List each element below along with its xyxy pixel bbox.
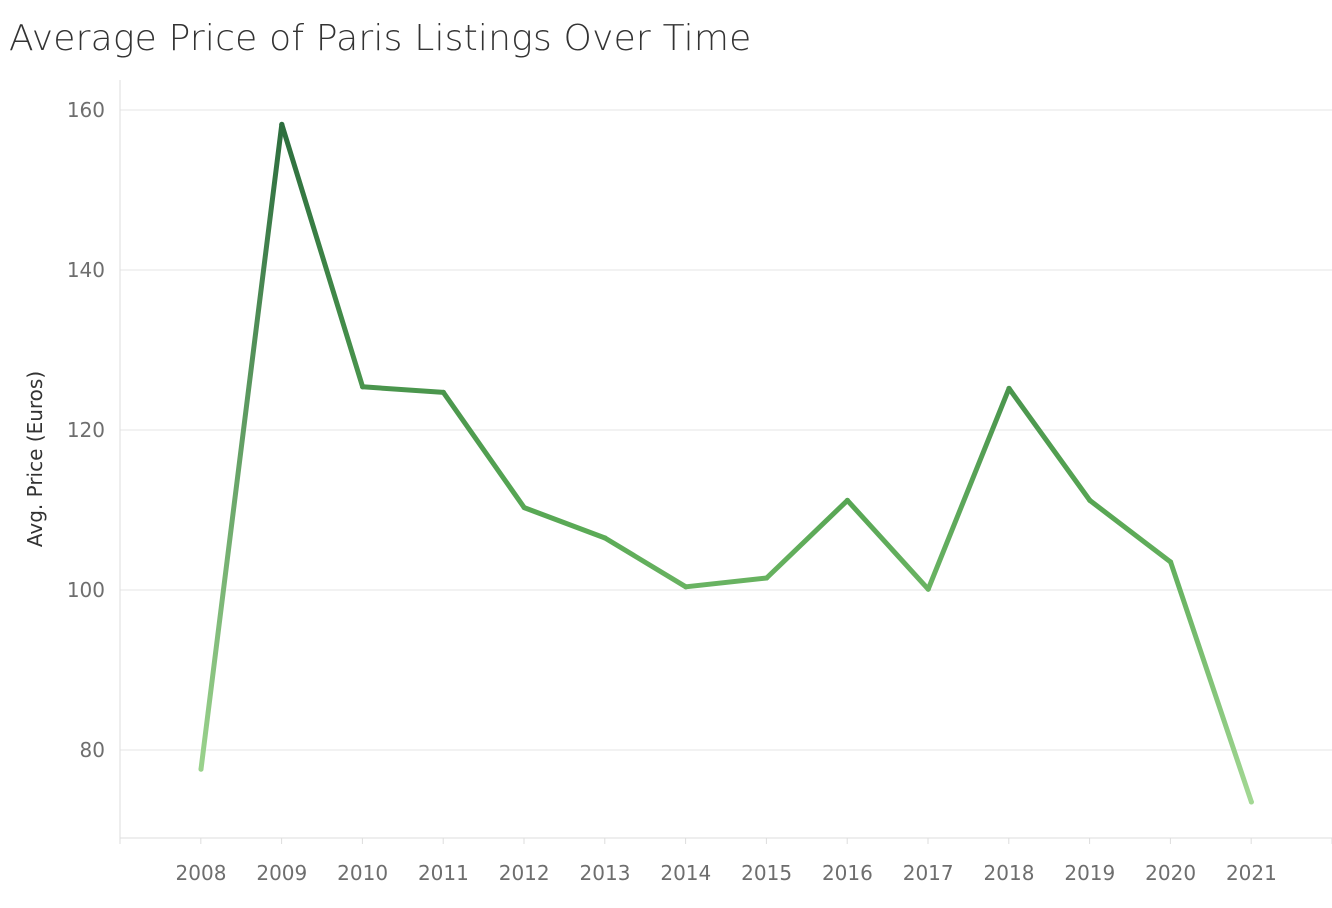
data-point-2017 <box>925 586 931 592</box>
y-axis-tick-labels: 80 100 120 140 160 <box>67 98 105 762</box>
line-segment-2012-2013 <box>521 505 608 541</box>
axes <box>119 80 1332 844</box>
line-segment-2016-2017 <box>844 497 931 592</box>
line-segment-2014-2015 <box>683 575 770 590</box>
x-tick-label-2008: 2008 <box>176 861 227 885</box>
data-point-2018 <box>1006 385 1012 391</box>
data-point-2020 <box>1168 559 1174 565</box>
x-tick-label-2013: 2013 <box>580 861 631 885</box>
y-tick-label-80: 80 <box>80 738 105 762</box>
x-tick-label-2017: 2017 <box>903 861 954 885</box>
data-point-2014 <box>683 584 689 590</box>
data-point-2008 <box>198 766 204 772</box>
y-tick-label-120: 120 <box>67 418 105 442</box>
data-point-2010 <box>360 384 366 390</box>
y-tick-label-140: 140 <box>67 258 105 282</box>
line-segment-2018-2019 <box>1006 385 1093 503</box>
x-tick-label-2021: 2021 <box>1226 861 1277 885</box>
x-tick-label-2020: 2020 <box>1145 861 1196 885</box>
line-segment-2008-2009 <box>198 121 285 772</box>
data-point-2012 <box>521 505 527 511</box>
x-tick-label-2015: 2015 <box>741 861 792 885</box>
data-point-2009 <box>279 121 285 127</box>
x-tick-label-2012: 2012 <box>499 861 550 885</box>
x-tick-label-2014: 2014 <box>660 861 711 885</box>
x-tick-label-2009: 2009 <box>256 861 307 885</box>
line-segment-2020-2021 <box>1168 559 1254 805</box>
line-segment-2011-2012 <box>440 389 527 511</box>
data-point-2021 <box>1248 799 1254 805</box>
x-tick-label-2011: 2011 <box>418 861 469 885</box>
series-line <box>198 121 1254 805</box>
line-segment-2009-2010 <box>279 121 366 390</box>
x-axis-tick-labels: 2008 2009 2010 2011 2012 2013 2014 2015 2016 2017… <box>176 861 1277 885</box>
line-segment-2017-2018 <box>925 385 1012 592</box>
line-segment-2013-2014 <box>602 535 689 590</box>
line-segment-2015-2016 <box>764 497 850 581</box>
data-point-2013 <box>602 535 608 541</box>
x-tick-label-2019: 2019 <box>1064 861 1115 885</box>
line-segment-2019-2020 <box>1087 497 1174 565</box>
x-tick-label-2018: 2018 <box>984 861 1035 885</box>
x-tick-label-2016: 2016 <box>822 861 873 885</box>
data-point-2015 <box>764 575 770 581</box>
y-tick-label-100: 100 <box>67 578 105 602</box>
line-segment-2010-2011 <box>360 384 446 395</box>
chart-title: Average Price of Paris Listings Over Tim… <box>9 18 752 59</box>
data-point-2011 <box>440 389 446 395</box>
data-point-2016 <box>844 497 850 503</box>
data-point-2019 <box>1087 497 1093 503</box>
y-tick-label-160: 160 <box>67 98 105 122</box>
x-tick-label-2010: 2010 <box>337 861 388 885</box>
gridlines <box>120 109 1332 751</box>
y-axis-title: Avg. Price (Euros) <box>23 371 47 547</box>
